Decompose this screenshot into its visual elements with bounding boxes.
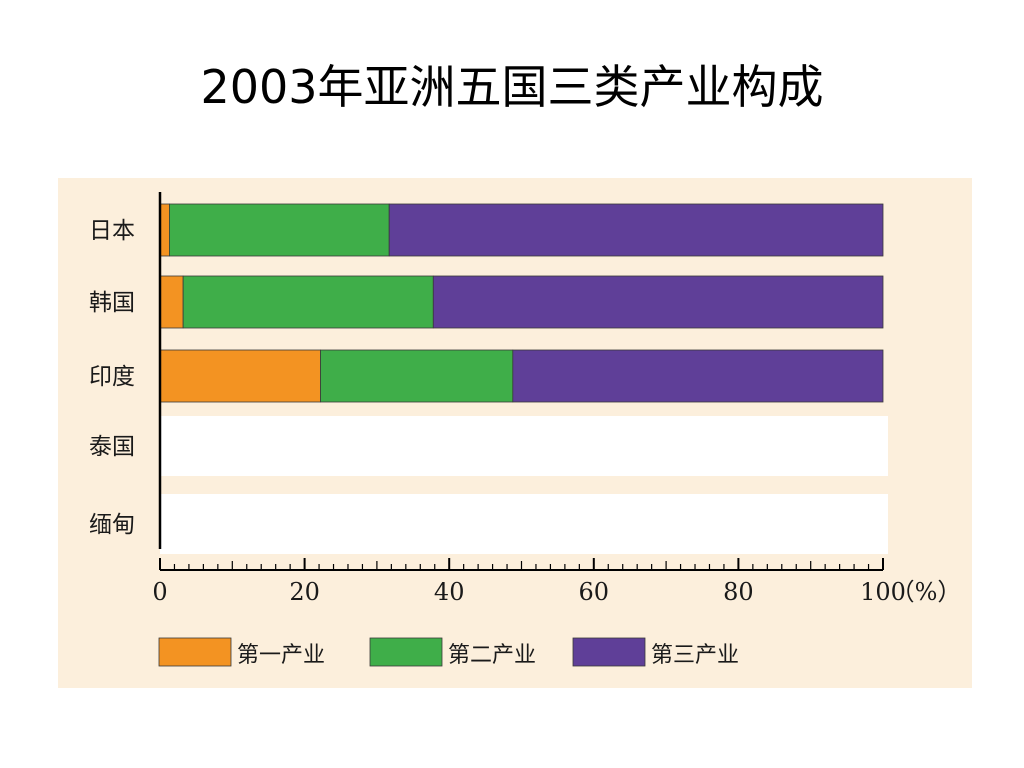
empty-row-4 — [160, 494, 888, 554]
bar-2-series-1 — [320, 349, 514, 403]
legend-swatch-1 — [369, 637, 443, 667]
x-unit-label: （%） — [891, 578, 962, 606]
bar-0-series-1 — [168, 203, 390, 257]
bar-0-series-2 — [388, 203, 884, 257]
x-tick-label: 0 — [152, 578, 167, 606]
legend-swatch-0 — [158, 637, 232, 667]
bar-0-series-0 — [159, 203, 170, 257]
x-tick-label: 20 — [289, 578, 320, 606]
page-title: 2003年亚洲五国三类产业构成 — [200, 60, 824, 114]
x-tick-label: 40 — [434, 578, 465, 606]
category-label: 印度 — [89, 364, 135, 390]
legend-label-2: 第三产业 — [651, 643, 739, 668]
x-tick-label: 100 — [860, 578, 906, 606]
legend-label-1: 第二产业 — [448, 643, 536, 668]
bar-1-series-1 — [182, 275, 434, 329]
bar-1-series-2 — [432, 275, 884, 329]
category-label: 缅甸 — [89, 512, 135, 538]
x-tick-label: 60 — [579, 578, 610, 606]
category-label: 日本 — [89, 218, 135, 244]
legend-swatch-2 — [572, 637, 646, 667]
bar-1-series-0 — [159, 275, 184, 329]
category-label: 韩国 — [89, 290, 135, 316]
category-label: 泰国 — [89, 434, 135, 460]
chart-panel: 日本韩国印度泰国缅甸 0 20 40 60 80 100 （%） 第一产业 第二产业 第三产业 — [58, 178, 972, 688]
empty-row-3 — [160, 416, 888, 476]
bar-2-series-0 — [159, 349, 321, 403]
x-tick-label: 80 — [723, 578, 754, 606]
bar-2-series-2 — [512, 349, 884, 403]
legend-label-0: 第一产业 — [237, 643, 325, 668]
